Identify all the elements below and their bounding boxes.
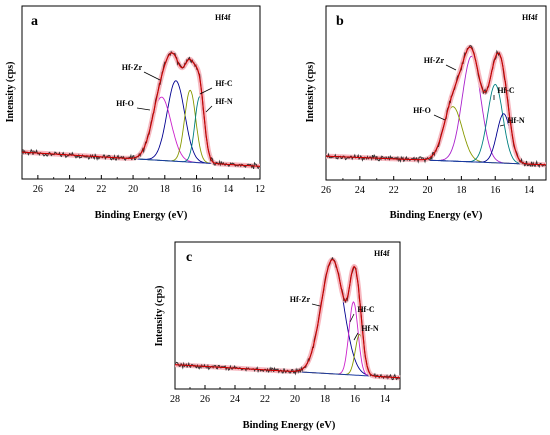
x-tick-label: 24 (230, 394, 240, 405)
peak-pointer (499, 124, 505, 127)
panel-a-curves (20, 50, 262, 170)
x-tick-label: 16 (192, 184, 202, 195)
panel-a-header: Hf4f (215, 13, 231, 22)
peak-pointer (445, 64, 457, 71)
peak-pointer (136, 107, 151, 111)
panel-a: a Hf4f 26 24 22 20 18 16 14 12 Hf-ZrHf-OHf-CHf-… (5, 5, 265, 221)
panel-b-ylabel: Intensity (cps) (305, 62, 316, 123)
panel-c-peak-labels: Hf-Zr Hf-C Hf-N (290, 295, 379, 341)
panel-c-curves (173, 256, 402, 381)
x-tick-label: 14 (223, 184, 233, 195)
x-tick-label: 20 (290, 394, 300, 405)
panel-b-ticks: 26 24 22 20 18 16 14 (321, 176, 547, 196)
panel-b: b Hf4f 26 24 22 20 18 16 14 Hf-ZrHf-OHf-CHf-N … (305, 5, 548, 221)
peak-label-hf-zr: Hf-Zr (290, 295, 311, 304)
peak-label-hf-n: Hf-N (507, 116, 525, 125)
panel-a-ylabel: Intensity (cps) (5, 62, 16, 123)
panel-a-xlabel: Binding Energy (eV) (95, 210, 188, 221)
x-tick-label: 12 (255, 184, 265, 195)
x-tick-label: 20 (423, 185, 433, 196)
peak-pointer (199, 87, 213, 95)
x-tick-label: 22 (389, 185, 399, 196)
panel-c-ylabel: Intensity (cps) (154, 286, 165, 347)
peak-pointer (433, 114, 446, 121)
peak-label-hf-zr: Hf-Zr (424, 56, 445, 65)
peak-label-hf-n: Hf-N (361, 324, 379, 333)
x-tick-label: 22 (260, 394, 270, 405)
x-tick-label: 14 (380, 394, 390, 405)
peak-label-hf-o: Hf-O (413, 106, 431, 115)
panel-b-curves (324, 44, 548, 169)
peak-pointer (205, 105, 213, 113)
peak-label-hf-c: Hf-C (215, 79, 233, 88)
panel-a-ticks: 26 24 22 20 18 16 14 12 (21, 175, 265, 195)
x-tick-label: 26 (200, 394, 210, 405)
x-tick-label: 18 (456, 185, 466, 196)
peak-pointer (349, 313, 355, 323)
x-tick-label: 20 (128, 184, 138, 195)
panel-c-frame (174, 241, 401, 390)
fit-envelope (175, 259, 401, 379)
x-tick-label: 14 (524, 185, 534, 196)
peak-pointer (353, 332, 359, 341)
peak-pointer (143, 71, 161, 81)
peak-label-hf-c: Hf-C (497, 86, 515, 95)
panel-a-peak-labels: Hf-Zr Hf-O Hf-C Hf-N (116, 63, 233, 113)
panel-c: c Hf4f 28 26 24 22 20 18 16 14 Hf-Zr Hf-C Hf-N Bi… (154, 241, 402, 431)
x-tick-label: 22 (96, 184, 106, 195)
panel-a-frame (21, 5, 261, 180)
fit-envelope (326, 46, 546, 166)
peak-label-hf-c: Hf-C (357, 305, 375, 314)
x-tick-label: 16 (490, 185, 500, 196)
x-tick-label: 24 (355, 185, 365, 196)
panel-a-label: a (31, 14, 38, 29)
x-tick-label: 26 (33, 184, 43, 195)
panel-b-xlabel: Binding Energy (eV) (390, 210, 483, 221)
panel-c-header: Hf4f (374, 249, 390, 258)
x-tick-label: 18 (320, 394, 330, 405)
panel-b-peak-labels: Hf-Zr Hf-O Hf-C Hf-N (413, 56, 525, 127)
panel-b-label: b (336, 14, 344, 29)
x-tick-label: 16 (350, 394, 360, 405)
peak-label-hf-zr: Hf-Zr (122, 63, 143, 72)
panel-b-header: Hf4f (522, 13, 538, 22)
peak-label-hf-o: Hf-O (116, 99, 134, 108)
x-tick-label: 18 (160, 184, 170, 195)
panel-c-label: c (186, 250, 192, 265)
x-tick-label: 26 (321, 185, 331, 196)
peak-label-hf-n: Hf-N (215, 97, 233, 106)
panel-b-frame (325, 5, 547, 181)
x-tick-label: 24 (65, 184, 75, 195)
fit-envelope (21, 52, 260, 167)
peak-pointer (311, 303, 321, 307)
panel-c-xlabel: Binding Energy (eV) (243, 420, 336, 431)
panel-c-ticks: 28 26 24 22 20 18 16 14 (170, 385, 401, 405)
x-tick-label: 28 (170, 394, 180, 405)
